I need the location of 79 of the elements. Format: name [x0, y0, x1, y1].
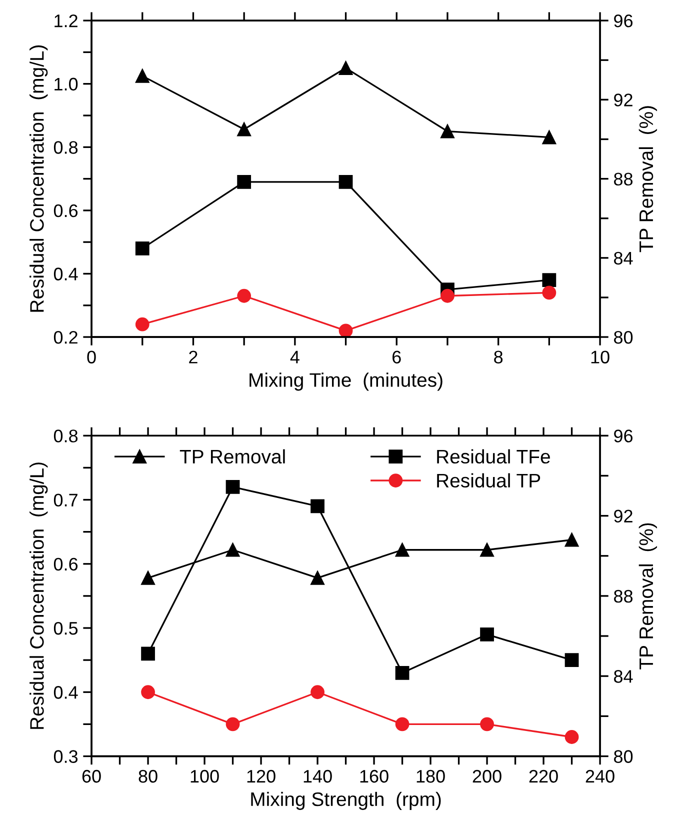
x-axis-title: Mixing Strength (rpm)	[251, 792, 441, 810]
y2-tick-label: 88	[614, 172, 633, 186]
point	[135, 317, 150, 332]
y2-tick-label: 92	[614, 510, 632, 523]
point	[141, 685, 155, 700]
y2-axis-title: TP Removal (%)	[638, 523, 657, 670]
x-tick-label: 2	[189, 350, 198, 364]
point	[440, 124, 454, 138]
point	[395, 542, 410, 557]
point	[564, 730, 579, 744]
y-tick-label: 0.6	[54, 558, 78, 571]
y2-tick-label: 92	[614, 94, 632, 106]
point	[395, 717, 410, 732]
point	[237, 288, 252, 303]
point	[237, 175, 252, 189]
y2-tick-label: 80	[614, 750, 633, 763]
point	[338, 61, 353, 75]
y-tick-label: 0.8	[54, 141, 78, 154]
point	[310, 570, 324, 585]
x-tick-label: 0	[87, 350, 96, 364]
legend-label: Residual TP	[437, 473, 540, 488]
x-tick-label: 60	[82, 770, 101, 783]
x-tick-label: 8	[494, 350, 503, 364]
y-tick-label: 0.5	[54, 622, 78, 635]
y2-tick-label: 84	[614, 252, 633, 265]
y-axis-title: Residual Concentration (mg/L)	[30, 462, 48, 729]
y2-tick-label: 88	[614, 590, 633, 603]
y-tick-label: 0.8	[54, 430, 78, 442]
point	[564, 653, 579, 668]
point	[141, 570, 155, 585]
y-tick-label: 0.6	[54, 204, 78, 218]
point	[135, 241, 150, 256]
y-tick-label: 0.4	[54, 686, 78, 699]
y2-tick-label: 80	[614, 330, 633, 344]
x-tick-label: 80	[138, 770, 158, 783]
x-tick-label: 100	[190, 770, 219, 783]
point	[310, 499, 324, 514]
x-tick-label: 240	[586, 770, 614, 783]
legend-label: Residual TFe	[437, 449, 550, 464]
y-tick-label: 1.0	[54, 78, 78, 91]
point	[564, 532, 579, 547]
point	[310, 685, 324, 700]
point	[542, 273, 556, 287]
x-axis-title: Mixing Time (minutes)	[250, 372, 442, 391]
x-tick-label: 200	[472, 770, 502, 783]
y-tick-label: 1.2	[54, 14, 78, 28]
point	[480, 627, 494, 642]
point	[226, 717, 240, 732]
y-axis-title: Residual Concentration (mg/L)	[30, 45, 48, 312]
y2-axis-title: TP Removal (%)	[638, 106, 657, 252]
point	[141, 646, 155, 661]
point	[480, 542, 494, 557]
point	[542, 130, 556, 144]
y-tick-label: 0.4	[54, 268, 78, 280]
y2-tick-label: 96	[614, 430, 633, 442]
point	[338, 324, 353, 338]
x-tick-label: 220	[529, 770, 558, 783]
point	[135, 68, 150, 83]
x-tick-label: 10	[591, 350, 610, 364]
y-tick-label: 0.7	[54, 494, 78, 506]
x-tick-label: 180	[416, 770, 445, 783]
point	[480, 717, 494, 732]
y-tick-label: 0.3	[54, 750, 78, 763]
point	[395, 666, 410, 680]
legend-label: TP Removal	[180, 449, 285, 464]
x-tick-label: 6	[392, 350, 401, 364]
x-tick-label: 140	[304, 770, 332, 783]
y2-tick-label: 96	[614, 14, 633, 28]
point	[237, 122, 252, 136]
x-tick-label: 160	[360, 770, 388, 783]
x-tick-label: 120	[247, 770, 276, 783]
point	[226, 480, 240, 494]
point	[542, 286, 556, 300]
point	[440, 288, 454, 303]
y-tick-label: 0.2	[54, 330, 78, 344]
point	[338, 175, 353, 189]
x-tick-label: 4	[290, 350, 300, 364]
point	[226, 542, 240, 557]
y2-tick-label: 84	[614, 670, 633, 683]
